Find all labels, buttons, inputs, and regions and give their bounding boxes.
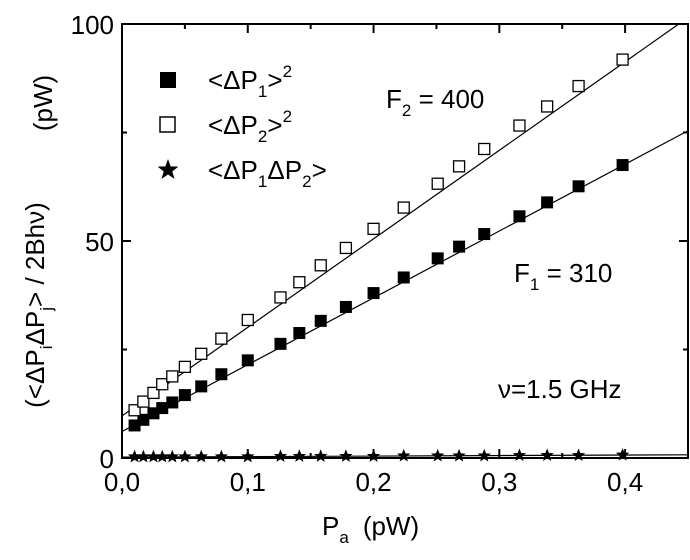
legend-label-dp2-squared: <ΔP2>2 [208,107,292,146]
annotation-f2: F2 = 400 [386,84,484,120]
data-point-dp1-dp2 [136,449,151,463]
y-axis-label: (<ΔPiΔPj> / 2Bhν) [20,202,56,408]
legend-label-dp1-dp2: <ΔP1ΔP2> [208,155,327,191]
data-point-dp2-squared [274,291,287,304]
data-point-dp1-dp2 [452,448,466,462]
data-point-dp1-squared [137,413,150,426]
data-point-dp2-squared [178,360,192,374]
data-point-dp1-dp2 [273,449,288,462]
data-point-dp1-squared [293,327,306,340]
y-tick-label: 100 [71,10,114,40]
data-point-dp1-dp2 [397,448,411,462]
data-point-dp1-dp2 [571,448,586,462]
data-point-dp2-squared [156,378,169,391]
axis-ticks: 0,0 0,1 0,2 0,3 0,4 0 50 100 [71,10,689,497]
data-point-dp1-dp2 [165,449,179,463]
data-point-dp1-dp2 [127,449,142,463]
data-point-dp2-squared [367,222,380,235]
data-point-dp2-squared [572,79,585,93]
data-point-dp2-squared [339,241,353,255]
data-point-dp1-squared [478,228,491,241]
data-point-dp1-squared [616,159,629,172]
data-point-dp1-squared [541,196,554,209]
data-point-dp1-dp2 [540,448,554,462]
x-tick-label: 0,0 [104,467,140,497]
data-point-dp1-dp2 [477,448,491,462]
data-point-dp2-squared [431,177,444,190]
data-point-dp2-squared [293,276,306,289]
data-point-dp2-squared [147,386,160,400]
data-point-dp2-squared [397,201,410,214]
data-point-dp2-squared [215,332,228,345]
data-point-dp1-squared [367,287,380,300]
data-point-dp2-squared [195,347,208,360]
data-point-dp1-squared [339,300,352,313]
fit-line [121,23,680,417]
data-point-dp1-dp2 [339,449,353,462]
data-point-dp2-squared [616,53,629,66]
x-axis-label: Pa (pW) [322,511,419,547]
data-point-dp2-squared [166,370,179,383]
annotation-frequency: ν=1.5 GHz [498,374,622,404]
data-point-dp2-squared [128,404,141,417]
x-tick-label: 0,3 [481,467,517,497]
y-axis-unit: (pW) [28,75,58,131]
data-point-dp1-dp2 [512,448,527,462]
data-point-dp1-squared [195,380,208,393]
data-point-dp1-dp2 [292,449,306,462]
data-point-dp1-dp2 [431,448,445,462]
data-point-dp2-squared [241,313,254,327]
x-tick-label: 0,1 [230,467,266,497]
data-point-dp1-squared [431,252,444,265]
data-point-dp1-dp2 [214,449,229,463]
data-point-dp2-squared [314,259,327,272]
data-point-dp2-squared [513,119,526,132]
legend-marker-open-square [159,116,176,133]
data-point-dp1-squared [241,354,254,367]
y-tick-label: 50 [85,227,114,257]
data-point-dp1-dp2 [314,449,328,462]
data-point-dp2-squared [452,160,466,173]
data-point-dp2-squared [137,395,150,408]
data-point-dp1-squared [156,402,169,415]
data-point-dp1-squared [274,337,287,350]
x-tick-label: 0,2 [355,467,391,497]
data-point-dp1-dp2 [194,449,208,463]
data-marks [127,53,630,463]
data-point-dp1-dp2 [615,447,630,461]
annotation-f1: F1 = 310 [514,258,612,294]
data-point-dp1-squared [166,396,179,409]
data-point-dp2-squared [478,142,491,156]
data-point-dp1-dp2 [146,449,161,463]
legend: <ΔP1>2 <ΔP2>2 <ΔP1ΔP2> [157,62,327,191]
legend-marker-filled-square [160,72,176,88]
legend-label-dp1-squared: <ΔP1>2 [208,62,292,101]
x-tick-label: 0,4 [607,467,643,497]
data-point-dp1-squared [453,240,466,253]
data-point-dp1-squared [513,210,526,223]
data-point-dp1-squared [215,368,228,381]
data-point-dp1-squared [397,271,410,284]
data-point-dp1-squared [314,314,327,327]
data-point-dp1-squared [572,180,585,193]
data-point-dp1-dp2 [155,449,169,463]
y-tick-label: 0 [100,444,114,474]
data-point-dp1-squared [178,389,191,402]
legend-marker-star [157,159,179,179]
data-point-dp2-squared [540,100,554,113]
